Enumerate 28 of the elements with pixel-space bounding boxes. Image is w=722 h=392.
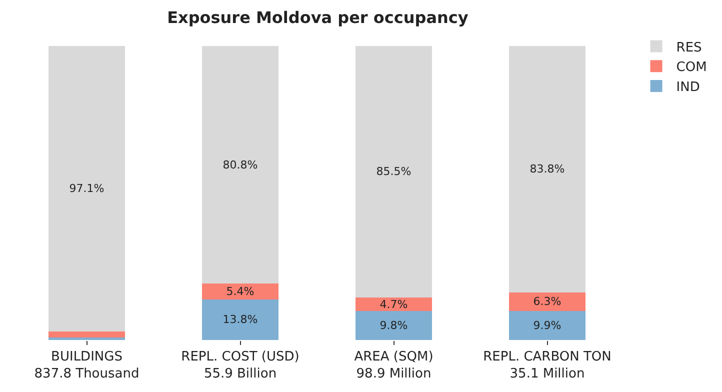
- bar: [48, 331, 126, 338]
- x-tick-label: AREA (SQM) 98.9 Million: [354, 350, 434, 382]
- bar: [508, 292, 586, 311]
- data-label: 85.5%: [376, 165, 412, 178]
- data-label: 6.3%: [533, 295, 562, 308]
- bar: [202, 299, 279, 340]
- bar: [355, 311, 432, 340]
- data-label: 13.8%: [222, 313, 258, 326]
- bar: [202, 284, 279, 300]
- bar: [508, 46, 586, 292]
- legend-label: RES: [676, 40, 702, 56]
- bar: [355, 46, 432, 298]
- data-label: 97.1%: [69, 182, 104, 196]
- bar: [48, 46, 126, 332]
- data-label: 80.8%: [222, 158, 258, 172]
- legend-label: IND: [676, 80, 700, 96]
- data-label: 9.8%: [380, 319, 408, 332]
- x-tick-label: BUILDINGS 837.8 Thousand: [34, 350, 140, 382]
- bar: [508, 310, 586, 340]
- data-label: 83.8%: [530, 162, 565, 176]
- x-tick-label: REPL. CARBON TON 35.1 Million: [483, 350, 612, 382]
- bar: [202, 46, 279, 284]
- legend-label: COM: [676, 60, 707, 76]
- data-label: 5.4%: [226, 284, 254, 298]
- chart-title: Exposure Moldova per occupancy: [167, 8, 469, 28]
- data-label: 4.7%: [380, 298, 408, 311]
- x-tick-label: REPL. COST (USD) 55.9 Billion: [181, 350, 300, 382]
- data-label: 9.9%: [533, 318, 562, 332]
